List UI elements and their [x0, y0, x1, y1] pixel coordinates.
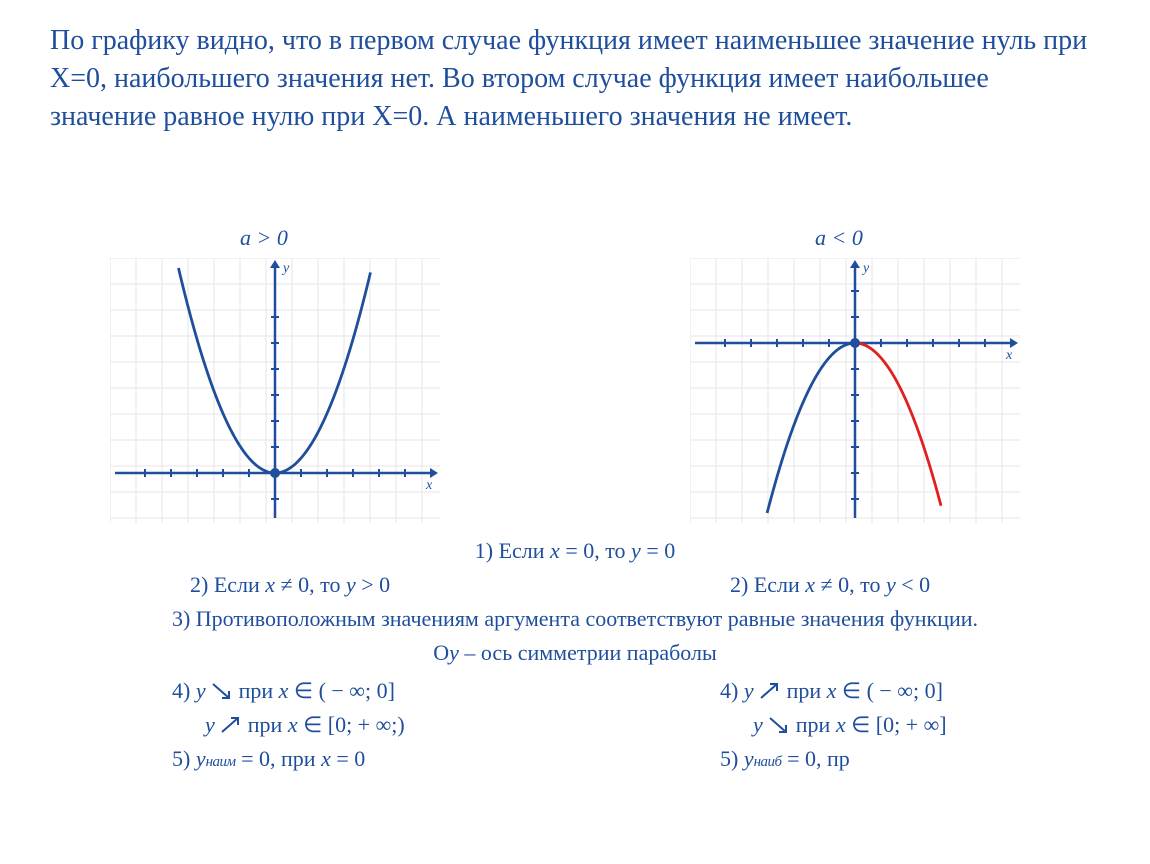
left-line-5: 5) yнаим = 0, при x = 0: [172, 746, 365, 772]
left-condition: a > 0: [240, 225, 288, 251]
right-line-5: 5) yнаиб = 0, пр: [720, 746, 850, 772]
arrow-down-right-icon: [768, 715, 790, 735]
left-line-4a: 4) y при x ∈ ( − ∞; 0]: [172, 678, 395, 704]
right-line-2: 2) Если x ≠ 0, то y < 0: [730, 572, 930, 598]
right-line-4b: y при x ∈ [0; + ∞]: [753, 712, 947, 738]
right-p5-suffix: = 0, пр: [787, 746, 850, 771]
chart-left: xy: [110, 258, 440, 528]
arrow-up-right-icon: [220, 715, 242, 735]
svg-text:y: y: [861, 261, 870, 276]
left-line-4b: y при x ∈ [0; + ∞;): [205, 712, 405, 738]
right-condition: a < 0: [815, 225, 863, 251]
svg-text:x: x: [1005, 348, 1013, 363]
left-p5-suffix: = 0, при x = 0: [241, 746, 365, 771]
right-p5-sub: наиб: [754, 754, 782, 770]
svg-text:y: y: [281, 261, 290, 276]
left-line-2: 2) Если x ≠ 0, то y > 0: [190, 572, 390, 598]
shared-line-oy: Oy – ось симметрии параболы: [0, 640, 1150, 666]
right-line-4a: 4) y при x ∈ ( − ∞; 0]: [720, 678, 943, 704]
svg-text:x: x: [425, 478, 433, 493]
heading-text: По графику видно, что в первом случае фу…: [50, 22, 1100, 135]
shared-line-3: 3) Противоположным значениям аргумента с…: [0, 606, 1150, 632]
arrow-down-right-icon: [211, 681, 233, 701]
arrow-up-right-icon: [759, 681, 781, 701]
right-p5-prefix: 5) y: [720, 746, 754, 771]
shared-line-1: 1) Если x = 0, то y = 0: [0, 538, 1150, 564]
chart-right: xy: [690, 258, 1020, 528]
shared-p1: 1) Если x = 0, то y = 0: [475, 538, 675, 563]
left-p5-sub: наим: [206, 754, 236, 770]
left-p5-prefix: 5) y: [172, 746, 206, 771]
